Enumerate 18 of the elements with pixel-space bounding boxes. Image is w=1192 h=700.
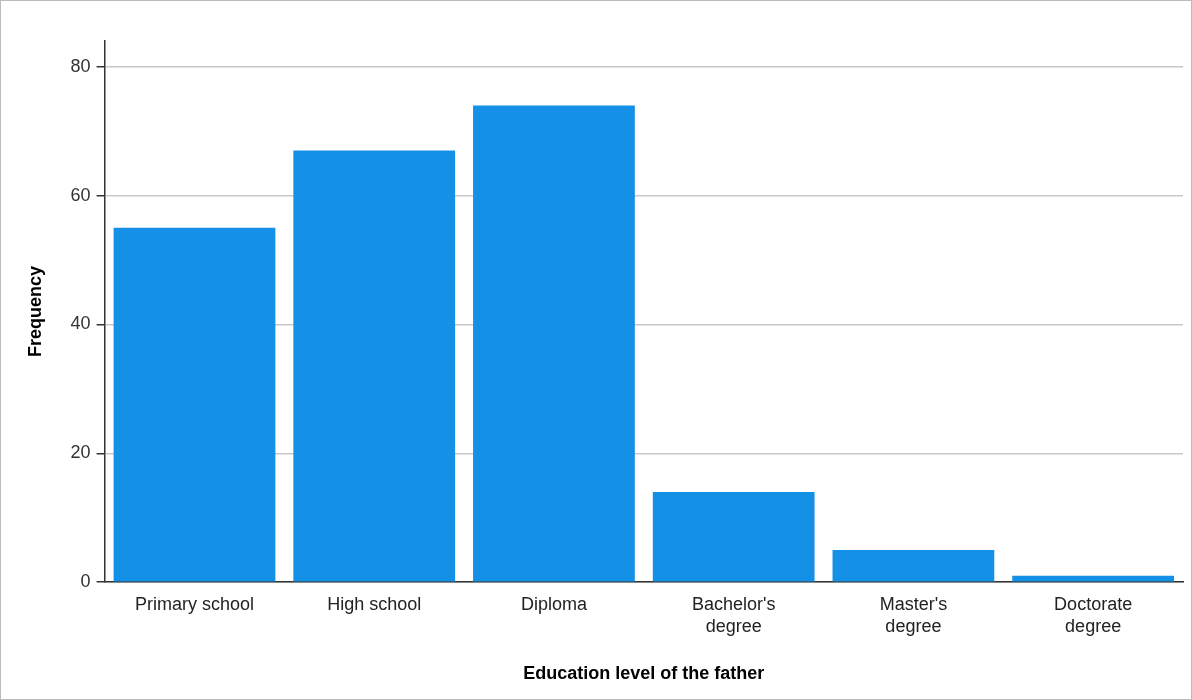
y-tick-label: 40 (70, 313, 91, 334)
y-tick-label: 60 (70, 184, 91, 205)
x-tick-label: Doctorate degree (1054, 593, 1133, 636)
bar (473, 105, 635, 582)
bar (113, 227, 276, 582)
x-tick-label: High school (327, 593, 422, 614)
x-tick-label: Master's degree (879, 593, 948, 636)
bar (832, 549, 995, 582)
y-tick-label: 80 (70, 55, 91, 76)
x-tick-label: Primary school (134, 593, 254, 614)
bar (652, 492, 815, 582)
bar (293, 150, 456, 582)
y-tick-label: 20 (70, 442, 91, 463)
x-tick-label: Bachelor's degree (691, 593, 776, 636)
x-axis-title: Education level of the father (523, 663, 765, 684)
x-tick-label: Diploma (520, 593, 588, 614)
y-tick-label: 0 (80, 571, 91, 592)
y-axis-title: Frequency (24, 266, 45, 358)
